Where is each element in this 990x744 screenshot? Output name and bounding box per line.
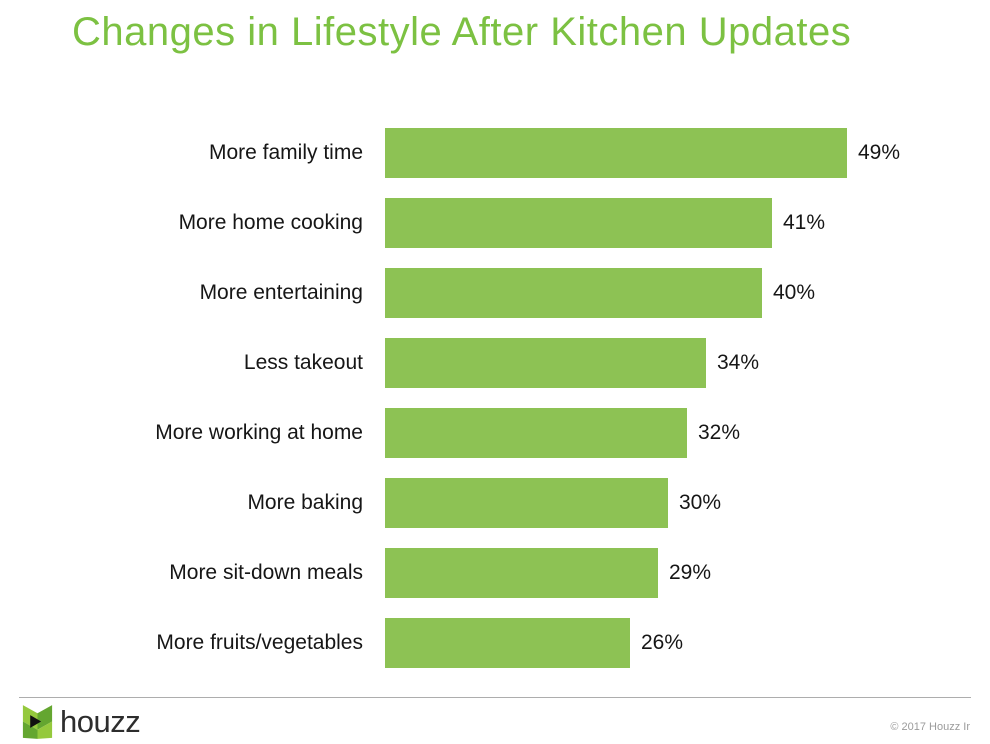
category-label: More working at home [155,421,363,444]
value-label: 49% [858,141,901,164]
value-label: 30% [679,491,722,514]
chart-row: More entertaining 40% [0,268,990,318]
houzz-logo-icon [22,705,53,739]
category-label: More family time [208,141,363,164]
bar [385,618,630,668]
value-label: 40% [773,281,816,304]
chart-title: Changes in Lifestyle After Kitchen Updat… [72,10,852,54]
chart-row: More working at home 32% [0,408,990,458]
value-label: 29% [669,561,712,584]
bar [385,338,706,388]
bar [385,478,668,528]
category-label: More home cooking [178,211,363,234]
chart-row: More family time 49% [0,128,990,178]
chart-row: More fruits/vegetables 26% [0,618,990,668]
chart-row: Less takeout 34% [0,338,990,388]
bar [385,198,772,248]
bar [385,128,847,178]
category-label: More baking [247,491,363,514]
value-label: 34% [717,351,760,374]
category-label: Less takeout [243,351,363,374]
category-label: More sit-down meals [169,561,363,584]
chart-row: More sit-down meals 29% [0,548,990,598]
value-label: 26% [641,631,684,654]
chart-row: More home cooking 41% [0,198,990,248]
houzz-logo: houzz [22,704,141,739]
bar [385,408,687,458]
copyright-text: © 2017 Houzz Ir [890,721,970,733]
footer-divider [19,697,971,698]
category-label: More fruits/vegetables [156,631,363,654]
chart-row: More baking 30% [0,478,990,528]
value-label: 32% [698,421,741,444]
bar [385,548,658,598]
category-label: More entertaining [199,281,363,304]
houzz-wordmark: houzz [60,704,141,739]
bar [385,268,762,318]
value-label: 41% [783,211,826,234]
bar-chart: More family time 49% More home cooking 41% M… [0,128,990,688]
